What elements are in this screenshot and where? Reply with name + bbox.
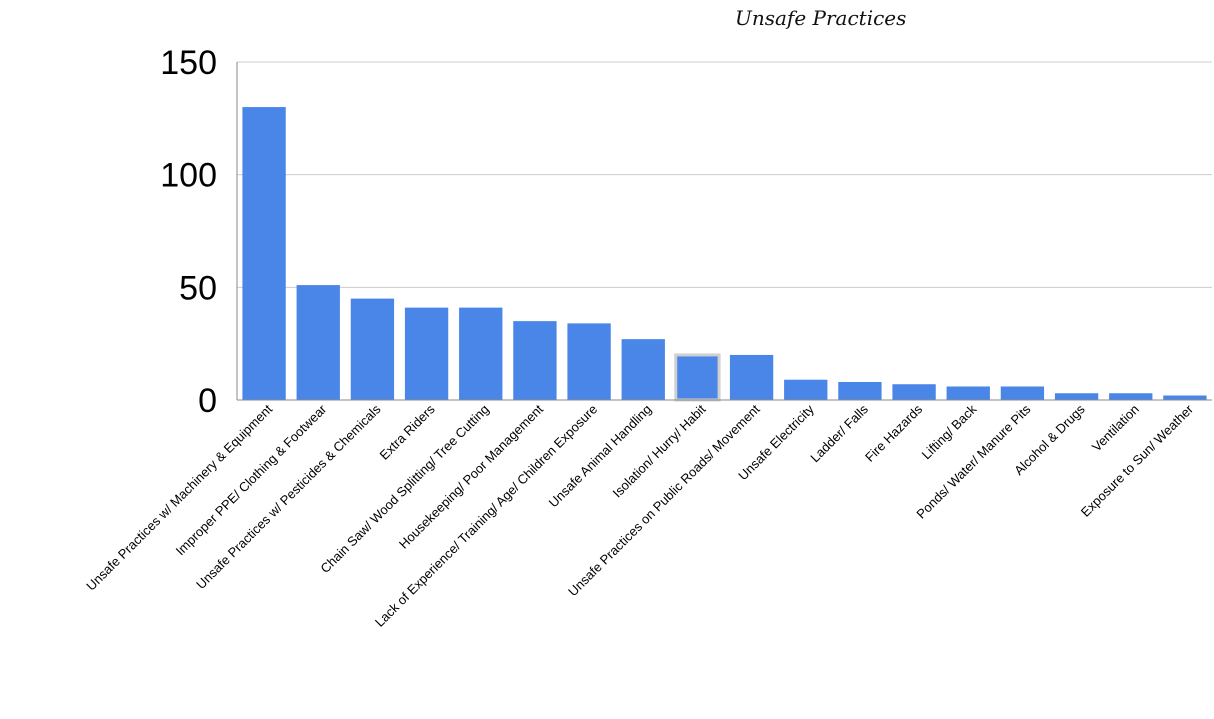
x-tick-label: Fire Hazards (862, 401, 926, 465)
bar (1000, 386, 1045, 400)
bar (404, 307, 449, 400)
y-tick-label: 50 (179, 269, 217, 307)
y-tick-label: 0 (198, 382, 217, 420)
bar (296, 285, 340, 400)
x-tick-label: Ponds/ Water/ Manure Pits (913, 401, 1033, 521)
bar (1163, 395, 1207, 400)
x-tick-label: Unsafe Practices w/ Machinery & Equipmen… (83, 401, 275, 593)
bar (674, 353, 721, 402)
bar (459, 307, 503, 400)
x-tick-label: Ladder/ Falls (807, 401, 871, 465)
bar (1109, 393, 1153, 400)
bar (350, 298, 395, 400)
x-tick-label: Isolation/ Hurry/ Habit (610, 401, 709, 500)
x-tick-label: Ventilation (1089, 402, 1142, 455)
bar (513, 321, 557, 400)
bar (729, 354, 774, 400)
bar (946, 386, 990, 400)
x-tick-label: Unsafe Practices w/ Pesticides & Chemica… (193, 401, 384, 592)
bar (242, 107, 286, 401)
gridlines (237, 61, 1212, 288)
bar (621, 339, 665, 400)
bar (1054, 393, 1099, 400)
x-tick-label: Unsafe Practices on Public Roads/ Moveme… (565, 401, 763, 599)
bar (567, 323, 611, 400)
x-axis-ticks: Unsafe Practices w/ Machinery & Equipmen… (83, 401, 1196, 630)
bar (838, 381, 882, 400)
bar (892, 384, 936, 400)
x-tick-label: Unsafe Animal Handling (546, 402, 655, 511)
chart-title: Unsafe Practices (735, 6, 907, 30)
bars (242, 107, 1207, 402)
y-tick-label: 100 (160, 157, 217, 195)
y-axis-ticks: 0 50 100 150 (160, 44, 217, 420)
y-tick-label: 150 (160, 44, 217, 82)
bar (784, 379, 828, 400)
x-tick-label: Exposure to Sun/ Weather (1078, 401, 1197, 520)
